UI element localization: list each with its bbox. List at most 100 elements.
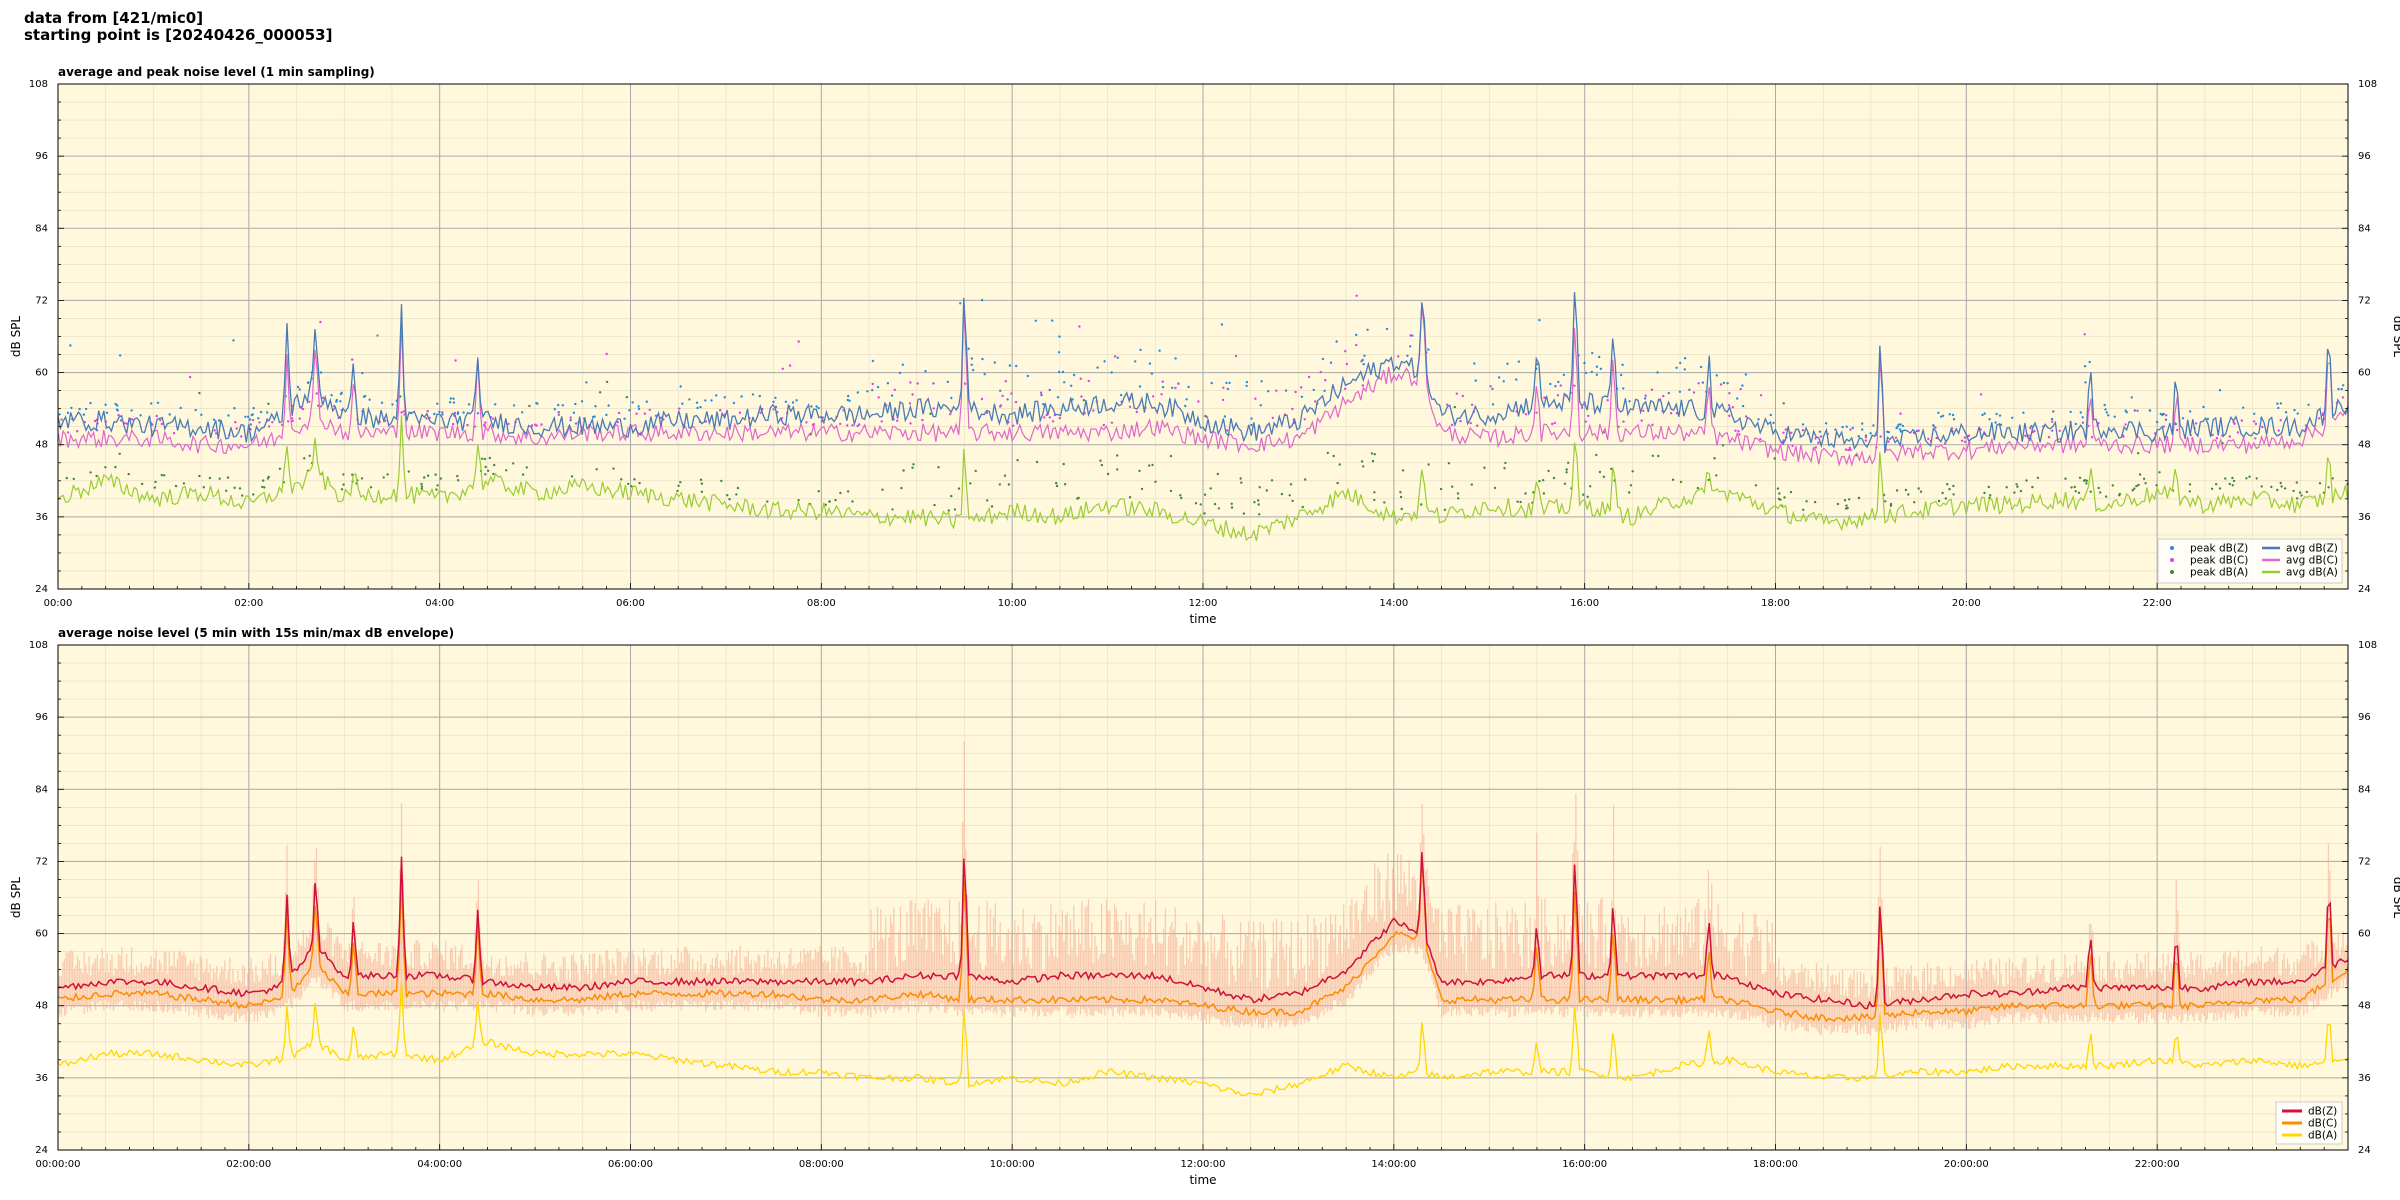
peak-z-point xyxy=(980,298,984,302)
peak-a-point xyxy=(1179,494,1182,497)
peak-z-point xyxy=(1861,428,1864,431)
peak-z-point xyxy=(999,389,1002,392)
peak-z-point xyxy=(2148,409,2152,412)
peak-a-point xyxy=(2099,491,2102,494)
peak-a-point xyxy=(2036,476,2040,479)
peak-a-point xyxy=(1336,481,1339,485)
peak-a-point xyxy=(1889,504,1893,507)
peak-z-point xyxy=(1228,381,1231,385)
peak-z-point xyxy=(1223,415,1227,418)
peak-z-point xyxy=(1726,382,1729,385)
peak-c-point xyxy=(1058,417,1062,420)
peak-a-point xyxy=(1567,461,1570,464)
peak-a-point xyxy=(902,469,905,472)
y-tick-label-left: 96 xyxy=(35,712,48,723)
peak-a-point xyxy=(735,493,738,496)
peak-z-point xyxy=(810,405,813,408)
peak-z-point xyxy=(521,411,524,414)
peak-c-point xyxy=(1174,386,1177,390)
peak-z-point xyxy=(2104,408,2107,411)
peak-a-point xyxy=(1538,479,1541,483)
peak-z-point xyxy=(1026,374,1030,378)
peak-c-point xyxy=(172,432,176,435)
peak-z-point xyxy=(740,395,743,398)
peak-z-point xyxy=(1887,431,1891,434)
peak-a-point xyxy=(2188,490,2191,493)
peak-z-point xyxy=(1187,385,1190,389)
peak-z-point xyxy=(179,406,182,410)
peak-z-point xyxy=(856,391,859,394)
peak-a-point xyxy=(512,462,515,465)
peak-a-point xyxy=(834,498,837,502)
peak-a-point xyxy=(2138,473,2142,476)
peak-c-point xyxy=(1307,375,1311,379)
peak-a-point xyxy=(278,467,282,470)
peak-z-point xyxy=(847,394,850,398)
x-tick-label: 04:00:00 xyxy=(417,1159,462,1170)
peak-a-point xyxy=(481,457,484,460)
peak-z-point xyxy=(1057,351,1061,354)
peak-a-point xyxy=(2276,488,2279,492)
peak-a-point xyxy=(488,456,491,460)
peak-a-point xyxy=(226,476,230,479)
peak-z-point xyxy=(2105,411,2108,414)
peak-c-point xyxy=(1355,343,1358,347)
peak-c-point xyxy=(466,423,469,427)
y-tick-label-left: 108 xyxy=(29,640,48,651)
peak-c-point xyxy=(1737,430,1740,433)
peak-z-point xyxy=(1736,397,1739,400)
peak-a-point xyxy=(160,473,163,477)
peak-z-point xyxy=(1851,426,1855,430)
starting-point-label: starting point is [20240426_000053] xyxy=(24,26,333,44)
peak-a-point xyxy=(828,500,831,503)
peak-c-point xyxy=(2051,429,2054,432)
peak-z-point xyxy=(2242,406,2245,409)
peak-c-point xyxy=(160,422,164,426)
peak-z-point xyxy=(250,413,254,417)
y-tick-label-left: 24 xyxy=(35,584,48,595)
peak-c-point xyxy=(1967,434,1971,437)
y-tick-label-left: 60 xyxy=(35,929,48,940)
peak-z-point xyxy=(1260,380,1263,383)
peak-a-point xyxy=(104,466,107,469)
peak-c-point xyxy=(1864,436,1868,439)
peak-z-point xyxy=(1366,328,1369,331)
peak-a-point xyxy=(2300,494,2303,497)
peak-z-point xyxy=(1995,412,1998,416)
peak-z-point xyxy=(194,408,197,412)
peak-z-point xyxy=(774,396,777,399)
peak-z-point xyxy=(1675,366,1678,369)
peak-z-point xyxy=(1300,395,1304,398)
peak-a-point xyxy=(2318,482,2322,485)
peak-c-point xyxy=(1205,416,1209,419)
peak-a-point xyxy=(1707,478,1710,482)
x-tick-label: 20:00 xyxy=(1952,598,1981,609)
peak-a-point xyxy=(340,488,344,491)
peak-a-point xyxy=(929,412,932,415)
peak-c-point xyxy=(2081,421,2085,424)
peak-a-point xyxy=(1055,481,1058,485)
peak-a-point xyxy=(1373,498,1376,502)
peak-a-point xyxy=(1003,474,1007,477)
y-tick-label-right: 84 xyxy=(2358,784,2371,795)
peak-z-point xyxy=(886,382,890,385)
peak-z-point xyxy=(1139,348,1142,352)
peak-z-point xyxy=(1824,422,1828,425)
peak-c-point xyxy=(2253,420,2256,423)
peak-a-point xyxy=(1586,495,1589,498)
peak-c-point xyxy=(788,364,792,367)
peak-z-point xyxy=(248,418,252,421)
peak-a-point xyxy=(2218,487,2222,490)
peak-a-point xyxy=(998,483,1001,486)
peak-a-point xyxy=(797,499,800,502)
page-header: data from [421/mic0] starting point is [… xyxy=(24,10,332,44)
peak-c-point xyxy=(1275,389,1278,392)
peak-a-point xyxy=(1169,454,1173,458)
peak-c-point xyxy=(1553,421,1556,425)
peak-c-point xyxy=(1010,392,1013,395)
peak-z-point xyxy=(363,394,367,398)
peak-z-point xyxy=(168,413,171,416)
peak-z-point xyxy=(758,394,761,398)
peak-a-point xyxy=(1373,491,1376,494)
peak-c-point xyxy=(1963,436,1967,439)
